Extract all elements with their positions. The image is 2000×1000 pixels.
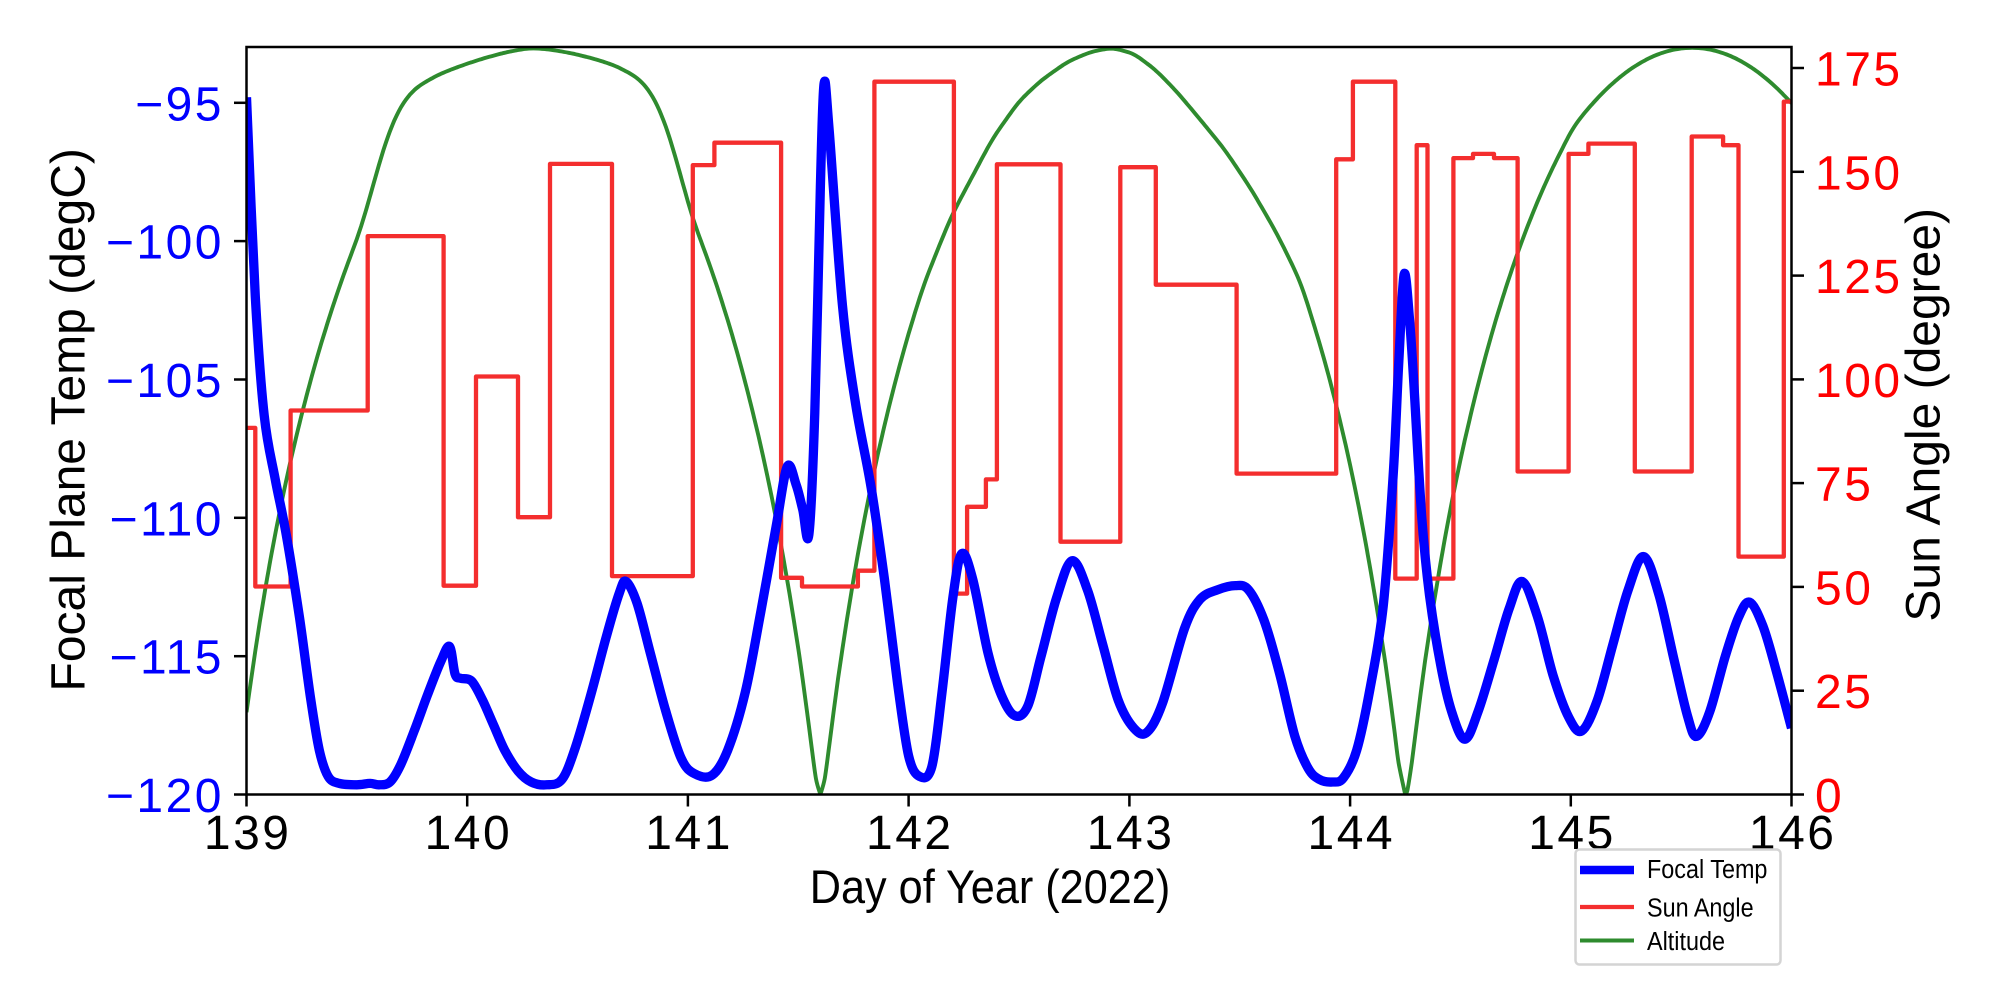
svg-text:Focal Temp: Focal Temp [1647, 856, 1767, 884]
svg-text:25: 25 [1815, 666, 1873, 719]
svg-text:175: 175 [1815, 44, 1903, 97]
svg-text:140: 140 [425, 807, 513, 860]
svg-text:150: 150 [1815, 147, 1903, 200]
svg-text:−115: −115 [109, 632, 224, 685]
svg-text:−95: −95 [135, 78, 224, 131]
svg-text:143: 143 [1087, 807, 1175, 860]
svg-text:141: 141 [645, 807, 733, 860]
svg-text:Sun Angle: Sun Angle [1647, 894, 1754, 922]
svg-text:75: 75 [1815, 459, 1873, 512]
svg-text:142: 142 [866, 807, 954, 860]
svg-text:50: 50 [1815, 562, 1873, 615]
svg-text:Day of Year (2022): Day of Year (2022) [810, 860, 1170, 913]
svg-text:−100: −100 [106, 217, 224, 270]
svg-text:Sun Angle (degree): Sun Angle (degree) [1898, 208, 1951, 622]
svg-text:Altitude: Altitude [1647, 928, 1725, 956]
svg-text:144: 144 [1308, 807, 1396, 860]
svg-text:125: 125 [1815, 251, 1903, 304]
svg-text:−105: −105 [106, 355, 224, 408]
svg-text:100: 100 [1815, 355, 1903, 408]
svg-text:139: 139 [204, 807, 292, 860]
svg-text:−110: −110 [109, 493, 224, 546]
svg-text:Focal Plane Temp (degC): Focal Plane Temp (degC) [43, 148, 96, 691]
svg-text:−120: −120 [106, 770, 224, 823]
svg-text:0: 0 [1815, 770, 1844, 823]
